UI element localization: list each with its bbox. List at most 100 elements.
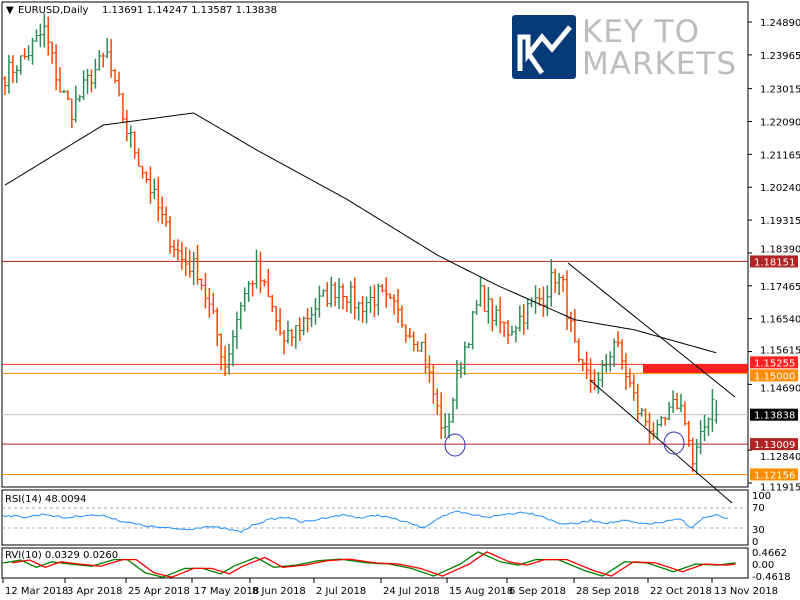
ohlc-bar[interactable] (639, 407, 644, 417)
ohlc-bar[interactable] (69, 98, 74, 129)
ohlc-bar[interactable] (227, 343, 232, 375)
ohlc-bar[interactable] (561, 275, 566, 292)
ohlc-bar[interactable] (502, 321, 507, 338)
ohlc-bar[interactable] (211, 292, 216, 314)
ohlc-bar[interactable] (179, 241, 184, 270)
ohlc-bar[interactable] (6, 55, 11, 94)
ohlc-bar[interactable] (694, 438, 699, 475)
ohlc-bar[interactable] (97, 50, 102, 71)
ohlc-bar[interactable] (89, 69, 94, 93)
channel-upper-trendline[interactable] (567, 262, 736, 398)
ohlc-bar[interactable] (600, 359, 605, 388)
ohlc-bar[interactable] (136, 148, 141, 167)
ohlc-bar[interactable] (14, 65, 19, 83)
ohlc-bar[interactable] (54, 44, 59, 91)
ohlc-bar[interactable] (61, 89, 66, 93)
ohlc-bar[interactable] (246, 281, 251, 302)
ohlc-bar[interactable] (431, 365, 436, 404)
ohlc-bar[interactable] (620, 339, 625, 370)
collapse-triangle-icon[interactable]: ▼ (6, 5, 14, 16)
ohlc-bar[interactable] (458, 361, 463, 378)
ohlc-bar[interactable] (140, 165, 145, 179)
ohlc-bar[interactable] (368, 286, 373, 313)
ohlc-bar[interactable] (392, 294, 397, 315)
ohlc-bar[interactable] (187, 249, 192, 278)
ohlc-bar[interactable] (663, 416, 668, 426)
ohlc-bar[interactable] (399, 305, 404, 328)
ohlc-bar[interactable] (223, 345, 228, 376)
ohlc-bar[interactable] (435, 388, 440, 415)
ohlc-bar[interactable] (443, 413, 448, 439)
ohlc-bar[interactable] (678, 393, 683, 413)
ohlc-bar[interactable] (623, 353, 628, 390)
ohlc-bar[interactable] (73, 85, 78, 123)
ohlc-bar[interactable] (152, 178, 157, 199)
ohlc-bar[interactable] (3, 76, 7, 96)
ohlc-bar[interactable] (168, 216, 173, 254)
ohlc-bar[interactable] (58, 67, 63, 93)
ohlc-bar[interactable] (568, 311, 573, 333)
ohlc-bar[interactable] (584, 351, 589, 380)
ohlc-bar[interactable] (109, 38, 114, 78)
ohlc-bar[interactable] (344, 295, 349, 313)
ohlc-bar[interactable] (156, 177, 161, 222)
ohlc-bar[interactable] (234, 311, 239, 349)
ohlc-bar[interactable] (81, 70, 86, 101)
ohlc-bar[interactable] (364, 296, 369, 324)
ohlc-bar[interactable] (710, 388, 715, 432)
ohlc-bar[interactable] (160, 196, 165, 224)
ohlc-bar[interactable] (627, 368, 632, 388)
ohlc-bar[interactable] (415, 341, 420, 352)
ohlc-bar[interactable] (596, 371, 601, 394)
ohlc-bar[interactable] (171, 239, 176, 258)
ohlc-bar[interactable] (525, 299, 530, 330)
ohlc-bar[interactable] (411, 331, 416, 352)
ohlc-bar[interactable] (682, 401, 687, 426)
resistance-zone[interactable] (643, 364, 748, 374)
ohlc-bar[interactable] (419, 341, 424, 353)
ohlc-bar[interactable] (537, 288, 542, 306)
ohlc-bar[interactable] (509, 325, 514, 336)
ohlc-bar[interactable] (470, 310, 475, 350)
ohlc-bar[interactable] (26, 45, 31, 61)
ohlc-bar[interactable] (278, 308, 283, 336)
ohlc-bar[interactable] (195, 244, 200, 285)
ohlc-bar[interactable] (352, 277, 357, 320)
ohlc-bar[interactable] (494, 305, 499, 327)
ohlc-bar[interactable] (498, 297, 503, 334)
ohlc-bar[interactable] (199, 278, 204, 291)
ohlc-bar[interactable] (588, 358, 593, 393)
ohlc-bar[interactable] (289, 328, 294, 347)
ohlc-bar[interactable] (42, 13, 47, 48)
ohlc-bar[interactable] (309, 307, 314, 328)
ohlc-bar[interactable] (313, 298, 318, 325)
ohlc-bar[interactable] (521, 304, 526, 335)
ohlc-bar[interactable] (604, 353, 609, 373)
ohlc-bar[interactable] (191, 251, 196, 285)
ohlc-bar[interactable] (462, 341, 467, 376)
ohlc-bar[interactable] (612, 338, 617, 367)
support-circle-october[interactable] (663, 431, 685, 455)
ohlc-bar[interactable] (301, 316, 306, 336)
ohlc-bar[interactable] (50, 41, 55, 64)
ohlc-bar[interactable] (564, 270, 569, 331)
ohlc-bar[interactable] (238, 302, 243, 330)
ohlc-bar[interactable] (317, 285, 322, 318)
ohlc-bar[interactable] (384, 277, 389, 308)
ohlc-bar[interactable] (360, 295, 365, 324)
ohlc-bar[interactable] (549, 259, 554, 307)
ohlc-bar[interactable] (447, 413, 452, 439)
ohlc-bar[interactable] (545, 285, 550, 316)
ohlc-bar[interactable] (65, 90, 70, 101)
ohlc-bar[interactable] (553, 268, 558, 293)
ohlc-bar[interactable] (285, 320, 290, 344)
ohlc-bar[interactable] (541, 286, 546, 317)
ohlc-bar[interactable] (533, 285, 538, 314)
ohlc-bar[interactable] (10, 55, 15, 84)
ohlc-bar[interactable] (451, 397, 456, 423)
ohlc-bar[interactable] (529, 297, 534, 308)
ohlc-bar[interactable] (101, 52, 106, 68)
support-circle-august[interactable] (444, 433, 466, 457)
ohlc-bar[interactable] (486, 287, 491, 324)
